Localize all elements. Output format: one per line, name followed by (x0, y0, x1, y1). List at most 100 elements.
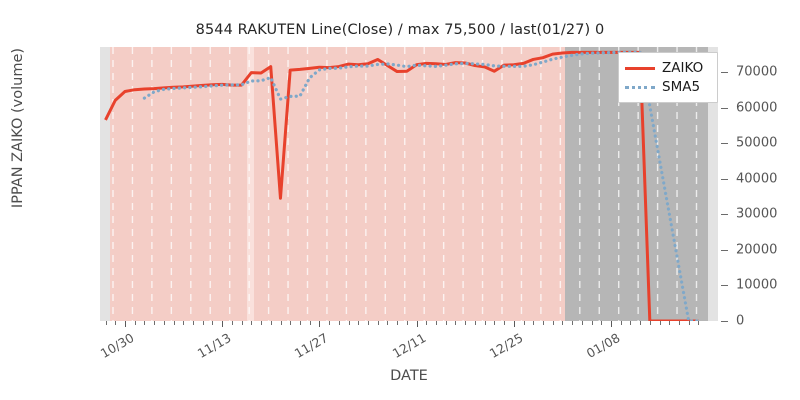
x-tick-mark-minor (154, 321, 156, 325)
y-tick-mark (721, 249, 728, 251)
x-tick-mark-minor (163, 321, 165, 325)
legend-label: SMA5 (662, 78, 701, 95)
y-tick-label: 0 (736, 313, 745, 329)
x-tick-mark-minor (601, 321, 603, 325)
x-tick-mark-minor (455, 321, 457, 325)
y-tick-label: 60000 (736, 100, 778, 115)
x-tick-mark-minor (620, 321, 622, 325)
x-tick-mark-minor (581, 321, 583, 325)
x-tick-mark-minor (115, 321, 117, 325)
x-tick-mark-minor (280, 321, 282, 325)
dotted-line-swatch-icon (625, 81, 655, 93)
y-tick-label: 50000 (736, 135, 778, 151)
x-tick-mark-minor (436, 321, 437, 325)
series-line-sma5 (142, 50, 701, 321)
x-tick-mark-minor (144, 321, 146, 325)
x-tick-mark-minor (679, 321, 680, 325)
x-tick-mark-minor (261, 321, 262, 325)
legend-item-sma5[interactable]: SMA5 (625, 77, 711, 96)
x-tick-mark-minor (426, 321, 428, 325)
legend-item-zaiko[interactable]: ZAIKO (625, 58, 711, 77)
chart-title: 8544 RAKUTEN Line(Close) / max 75,500 / … (195, 22, 605, 38)
x-tick-mark-minor (299, 321, 301, 325)
x-tick-mark-minor (338, 321, 340, 325)
x-tick-mark-minor (484, 321, 486, 325)
x-axis-label: DATE (390, 368, 428, 384)
y-tick-mark (721, 321, 728, 322)
y-tick-mark (721, 214, 728, 216)
x-tick-mark-minor (406, 321, 408, 325)
x-tick-mark-minor (270, 321, 272, 325)
y-tick-label: 70000 (736, 64, 778, 80)
data-region-band (110, 47, 565, 321)
series-lines (104, 50, 701, 321)
left-margin-band (100, 47, 110, 321)
x-tick-mark-minor (193, 321, 194, 325)
x-tick-mark-minor (562, 321, 564, 325)
x-tick-label: 12/11 (389, 330, 429, 362)
y-tick-label: 40000 (736, 171, 778, 187)
y-tick-mark (721, 107, 728, 109)
x-tick-mark-minor (669, 321, 671, 325)
x-tick-mark-minor (640, 321, 642, 325)
x-tick-mark-major (222, 321, 224, 327)
x-tick-mark-minor (231, 321, 233, 325)
gap-highlight-band (247, 47, 254, 321)
x-tick-mark-minor (494, 321, 496, 325)
y-tick-label: 30000 (736, 206, 778, 222)
x-tick-label: 10/30 (97, 330, 137, 362)
x-tick-mark-minor (377, 321, 379, 325)
y-tick-label: 10000 (736, 277, 778, 293)
y-tick-label: 20000 (736, 242, 778, 258)
x-tick-label: 01/08 (583, 330, 623, 362)
chart-legend[interactable]: ZAIKO SMA5 (618, 52, 718, 103)
x-tick-mark-minor (358, 321, 360, 325)
x-tick-label: 12/25 (486, 330, 526, 362)
y-tick-mark (721, 143, 728, 145)
x-tick-label: 11/13 (194, 330, 234, 362)
x-tick-mark-major (610, 321, 612, 327)
y-axis-label: IPPAN ZAIKO (volume) (10, 47, 26, 209)
x-tick-mark-minor (202, 321, 204, 325)
x-tick-mark-minor (251, 321, 253, 325)
x-tick-mark-minor (552, 321, 554, 325)
x-tick-mark-major (513, 321, 515, 327)
x-tick-mark-minor (397, 321, 399, 325)
x-tick-mark-minor (290, 321, 292, 325)
plot-area (100, 47, 718, 321)
x-tick-mark-minor (630, 321, 632, 325)
x-tick-mark-minor (698, 321, 700, 325)
x-tick-mark-minor (329, 321, 331, 325)
x-tick-mark-minor (212, 321, 214, 325)
x-tick-mark-minor (183, 321, 185, 325)
x-tick-mark-minor (649, 321, 651, 325)
y-tick-mark (721, 178, 728, 180)
x-tick-mark-major (124, 321, 126, 327)
y-tick-mark (721, 71, 728, 73)
x-tick-mark-minor (533, 321, 535, 325)
x-tick-label: 11/27 (292, 330, 331, 362)
x-tick-mark-major (416, 321, 418, 327)
line-swatch-icon (625, 62, 655, 74)
x-tick-mark-minor (474, 321, 476, 325)
x-tick-mark-minor (465, 321, 467, 325)
x-tick-mark-minor (688, 321, 690, 325)
x-tick-mark-minor (445, 321, 447, 325)
x-tick-mark-minor (348, 321, 350, 325)
legend-label: ZAIKO (662, 59, 704, 76)
x-tick-mark-minor (572, 321, 574, 325)
x-tick-mark-minor (523, 321, 525, 325)
x-tick-mark-minor (309, 321, 311, 325)
x-tick-mark-minor (659, 321, 661, 325)
x-tick-mark-minor (504, 321, 505, 325)
right-margin-band (708, 47, 718, 321)
x-tick-mark-minor (367, 321, 369, 325)
x-tick-mark-minor (105, 321, 107, 325)
x-tick-mark-minor (542, 321, 544, 325)
y-tick-mark (721, 285, 728, 287)
x-tick-mark-major (319, 321, 321, 327)
series-line-zaiko (104, 50, 699, 321)
x-tick-mark-minor (241, 321, 243, 325)
x-tick-mark-minor (387, 321, 389, 325)
